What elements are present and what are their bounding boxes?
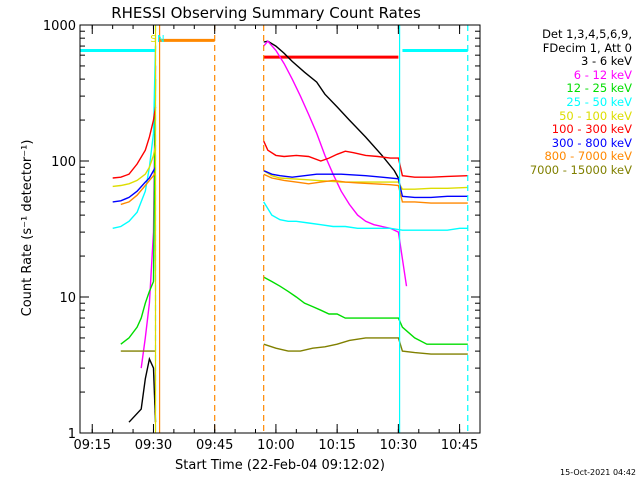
series-line [263, 169, 468, 199]
axes: 1 10 100 1000 09:15 09:30 09:45 10:00 10:15 10:30… [43, 19, 481, 453]
x-tick-label: 10:45 [441, 438, 478, 453]
legend: Det 1,3,4,5,6,9, FDecim 1, Att 0 3 - 6 k… [530, 27, 632, 178]
series-line [263, 201, 468, 231]
legend-header-line-1: Det 1,3,4,5,6,9, [542, 27, 632, 41]
legend-entry: 25 - 50 keV [566, 94, 632, 109]
series-line [263, 173, 468, 204]
x-tick-label: 09:15 [74, 438, 111, 453]
legend-header-line-2: FDecim 1, Att 0 [542, 40, 632, 55]
series-line [263, 276, 468, 345]
flag-label-n: N [157, 34, 164, 45]
x-tick-label: 09:30 [135, 438, 172, 453]
series-line [112, 106, 157, 179]
timestamp: 15-Oct-2021 04:42 [560, 468, 636, 477]
x-tick-label: 10:15 [318, 438, 355, 453]
y-tick-label: 1 [68, 427, 76, 442]
series-line [263, 40, 408, 287]
x-tick-label: 10:30 [380, 438, 417, 453]
series-line [112, 166, 157, 203]
legend-entry: 300 - 800 keV [551, 135, 632, 150]
legend-entry: 3 - 6 keV [581, 54, 632, 69]
series-line [263, 140, 468, 178]
legend-entry: 12 - 25 keV [566, 81, 632, 96]
y-tick-label: 100 [51, 155, 76, 170]
series-line [112, 145, 157, 188]
y-axis-label: Count Rate (s⁻¹ detector⁻¹) [20, 140, 35, 317]
y-tick-label: 10 [59, 291, 76, 306]
chart-title: RHESSI Observing Summary Count Rates [111, 4, 421, 22]
x-axis-label: Start Time (22-Feb-04 09:12:02) [175, 458, 385, 473]
y-tick-label: 1000 [43, 19, 76, 34]
series-line [263, 337, 468, 355]
legend-entry: 7000 - 15000 keV [529, 162, 632, 177]
legend-entry: 6 - 12 keV [573, 67, 632, 82]
series-line [112, 46, 157, 229]
series-line [128, 356, 157, 423]
flag-label-s: S [150, 34, 156, 45]
series-line [120, 172, 157, 206]
x-tick-label: 09:45 [196, 438, 233, 453]
series-line [120, 79, 157, 345]
plot-frame [79, 24, 481, 434]
series-line [263, 40, 400, 179]
legend-items: 3 - 6 keV 6 - 12 keV 12 - 25 keV 25 - 50 ke… [530, 55, 632, 177]
legend-entry: 800 - 7000 keV [544, 149, 632, 164]
legend-entry: 100 - 300 keV [551, 122, 632, 137]
legend-entry: 50 - 100 keV [559, 108, 632, 123]
x-tick-label: 10:00 [257, 438, 294, 453]
series-line [263, 170, 468, 190]
